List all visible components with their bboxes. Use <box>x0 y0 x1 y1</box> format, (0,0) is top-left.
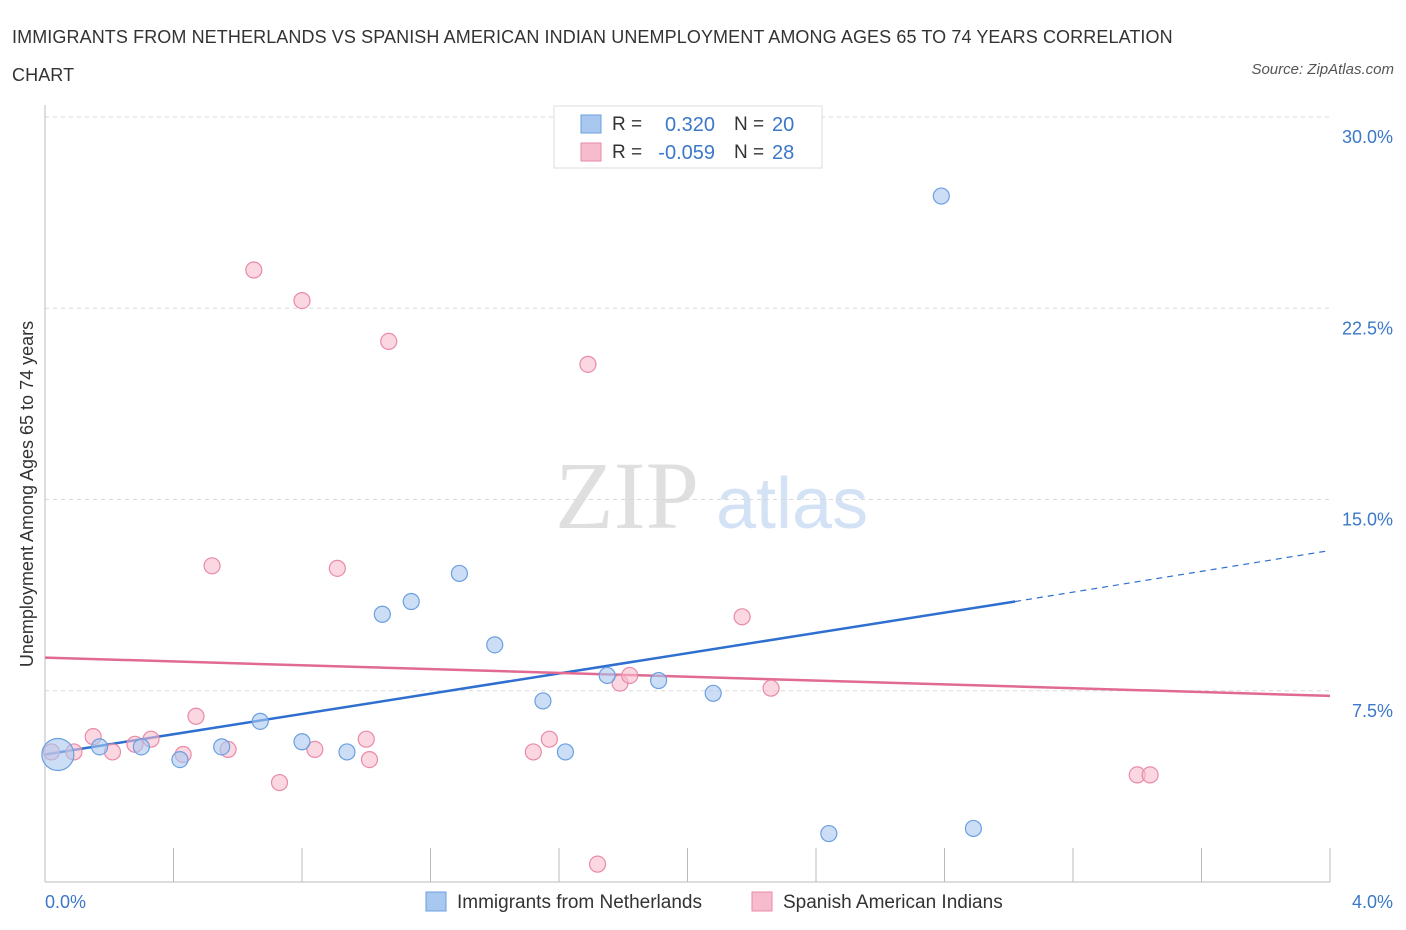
point-netherlands <box>450 564 469 583</box>
y-axis-label: Unemployment Among Ages 65 to 74 years <box>17 321 37 667</box>
point-spanish-american-indians <box>762 679 780 697</box>
y-tick-label: 15.0% <box>1342 510 1393 530</box>
legend-swatch-blue <box>580 114 602 134</box>
point-netherlands <box>932 187 950 205</box>
point-netherlands <box>91 738 109 756</box>
bottom-legend-label-pink: Spanish American Indians <box>783 892 1003 913</box>
point-spanish-american-indians <box>293 292 311 310</box>
point-netherlands <box>213 738 231 756</box>
point-netherlands <box>132 738 150 756</box>
point-netherlands <box>293 733 311 751</box>
point-netherlands <box>598 666 616 685</box>
point-netherlands <box>820 824 838 843</box>
legend-n-label-1: N = <box>734 114 764 135</box>
point-netherlands <box>251 712 269 730</box>
point-netherlands <box>649 671 668 690</box>
legend-r-label-1: R = <box>612 114 642 135</box>
bottom-legend-swatch-blue <box>425 891 447 912</box>
point-netherlands <box>171 750 189 769</box>
point-spanish-american-indians <box>621 666 639 685</box>
point-netherlands <box>704 684 722 702</box>
legend-n-label-2: N = <box>734 142 764 163</box>
trend-line-spanish-american-indians <box>44 656 1331 698</box>
watermark-atlas: atlas <box>716 464 868 544</box>
y-tick-label: 7.5% <box>1352 701 1393 721</box>
x-ticks <box>173 848 1331 882</box>
point-netherlands <box>486 636 504 654</box>
point-spanish-american-indians <box>203 557 221 575</box>
grid <box>45 116 1330 692</box>
watermark-zip: ZIP <box>555 442 699 549</box>
point-netherlands <box>41 737 75 772</box>
point-netherlands <box>964 819 983 838</box>
legend-r-value-2: -0.059 <box>658 142 715 164</box>
trend-line-netherlands-extension <box>1015 549 1331 603</box>
point-spanish-american-indians <box>540 730 558 748</box>
chart-title: IMMIGRANTS FROM NETHERLANDS VS SPANISH A… <box>12 27 1173 85</box>
bottom-legend: Immigrants from Netherlands Spanish Amer… <box>425 891 1003 913</box>
y-tick-labels: 7.5% 15.0% 22.5% 30.0% <box>1342 127 1393 721</box>
trend-lines <box>44 549 1331 756</box>
chart-source: Source: ZipAtlas.com <box>1251 61 1394 78</box>
legend-n-value-2: 28 <box>772 142 794 164</box>
x-tick-label-min: 0.0% <box>45 892 86 912</box>
point-spanish-american-indians <box>270 773 289 792</box>
point-spanish-american-indians <box>380 332 398 350</box>
data-points <box>41 187 1159 873</box>
legend-swatch-pink <box>580 142 602 162</box>
point-spanish-american-indians <box>357 730 375 748</box>
point-spanish-american-indians <box>306 740 324 759</box>
point-spanish-american-indians <box>360 750 379 769</box>
point-spanish-american-indians <box>524 743 542 761</box>
point-spanish-american-indians <box>1141 766 1159 784</box>
point-netherlands <box>338 743 356 761</box>
bottom-legend-label-blue: Immigrants from Netherlands <box>457 892 702 913</box>
bottom-legend-swatch-pink <box>751 891 773 912</box>
point-spanish-american-indians <box>187 707 205 725</box>
legend-r-label-2: R = <box>612 142 642 163</box>
legend-n-value-1: 20 <box>772 114 794 136</box>
legend: R = 0.320 N = 20 R = -0.059 N = 28 <box>553 105 823 169</box>
y-tick-label: 30.0% <box>1342 127 1393 147</box>
x-tick-label-max: 4.0% <box>1352 892 1393 912</box>
point-spanish-american-indians <box>328 559 346 577</box>
point-netherlands <box>534 692 552 710</box>
point-spanish-american-indians <box>588 855 607 873</box>
y-tick-label: 22.5% <box>1342 318 1393 338</box>
point-netherlands <box>373 605 391 623</box>
trend-line-netherlands <box>44 600 1016 756</box>
legend-r-value-1: 0.320 <box>665 114 715 136</box>
point-spanish-american-indians <box>245 261 263 279</box>
point-netherlands <box>556 743 575 761</box>
point-spanish-american-indians <box>579 355 597 373</box>
point-spanish-american-indians <box>733 608 751 626</box>
point-netherlands <box>402 592 420 611</box>
